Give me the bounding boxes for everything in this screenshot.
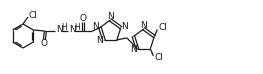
Text: N: N — [97, 36, 103, 45]
Text: N: N — [93, 22, 99, 31]
Text: N: N — [56, 25, 63, 34]
Text: N: N — [140, 21, 147, 30]
Text: O: O — [41, 39, 48, 48]
Text: Cl: Cl — [159, 23, 168, 32]
Text: Cl: Cl — [155, 53, 164, 62]
Text: H: H — [74, 22, 80, 32]
Text: Cl: Cl — [29, 11, 37, 20]
Text: N: N — [130, 45, 137, 54]
Text: O: O — [80, 14, 87, 23]
Text: N: N — [69, 25, 76, 34]
Text: H: H — [61, 22, 67, 32]
Text: N: N — [122, 22, 128, 31]
Text: N: N — [107, 12, 114, 21]
